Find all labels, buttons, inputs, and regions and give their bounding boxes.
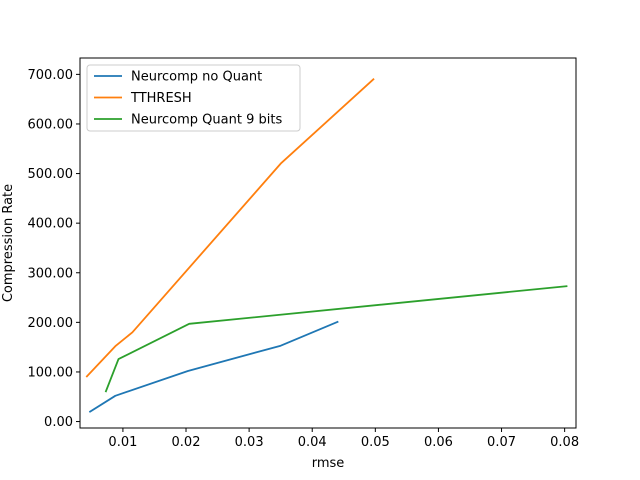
x-tick-label: 0.08 [550,435,579,450]
x-tick-label: 0.03 [235,435,264,450]
y-tick-label: 400.00 [28,217,74,232]
series-layer [85,78,568,413]
legend-items: Neurcomp no Quant TTHRESH Neurcomp Quant 9… [94,70,282,128]
y-tick-label: 0.00 [44,415,73,430]
legend-label: Neurcomp Quant 9 bits [131,113,282,128]
series-line-2 [85,78,375,378]
x-tick-label: 0.02 [172,435,201,450]
y-tick-label: 600.00 [28,117,74,132]
x-tick-label: 0.01 [108,435,137,450]
legend-box [86,64,301,132]
plot-area [79,57,577,429]
y-axis-title: Compression Rate [1,184,16,302]
legend: Neurcomp no Quant TTHRESH Neurcomp Quant 9… [86,64,301,132]
y-tick-label: 300.00 [28,266,74,281]
series-line-3 [104,285,568,393]
x-axis-title: rmse [312,456,345,471]
x-tick-label: 0.05 [361,435,390,450]
y-tick-label: 700.00 [28,68,74,83]
y-tick-label: 100.00 [28,365,74,380]
x-axis: 0.01 0.02 0.03 0.04 0.05 0.06 0.07 0.08 [108,428,579,450]
series-line-1 [88,320,339,413]
y-tick-label: 200.00 [28,316,74,331]
y-axis: 0.00 100.00 200.00 300.00 400.00 500.00 600.00… [28,68,80,430]
y-tick-label: 500.00 [28,167,74,182]
axes-frame [79,57,577,429]
x-tick-label: 0.04 [298,435,327,450]
legend-label: TTHRESH [130,91,192,106]
x-tick-label: 0.06 [424,435,453,450]
x-tick-label: 0.07 [487,435,516,450]
legend-label: Neurcomp no Quant [131,70,262,85]
